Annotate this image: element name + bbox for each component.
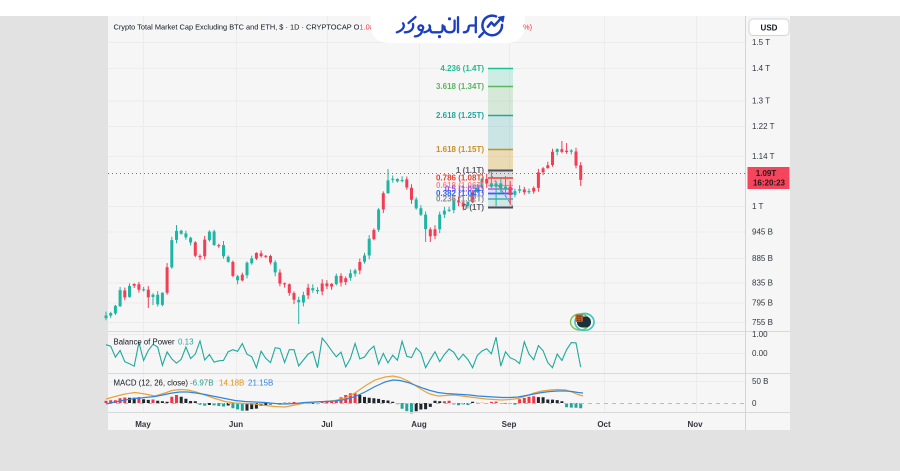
svg-text:885 B: 885 B	[752, 254, 773, 263]
svg-text:1.3 T: 1.3 T	[752, 97, 770, 106]
svg-text:16:20:23: 16:20:23	[753, 179, 786, 188]
svg-text:Aug: Aug	[411, 420, 427, 429]
svg-text:835 B: 835 B	[752, 279, 773, 288]
svg-text:Jun: Jun	[229, 420, 243, 429]
svg-text:Nov: Nov	[687, 420, 703, 429]
svg-text:May: May	[135, 420, 151, 429]
svg-text:%): %)	[523, 23, 532, 32]
svg-text:USD: USD	[761, 24, 778, 33]
svg-text:0.5 (1.05T): 0.5 (1.05T)	[445, 185, 484, 194]
svg-text:1.5 T: 1.5 T	[752, 38, 770, 47]
svg-text:1.00: 1.00	[752, 330, 768, 339]
svg-text:21.15B: 21.15B	[248, 379, 273, 388]
svg-text:2.618 (1.25T): 2.618 (1.25T)	[436, 111, 484, 120]
svg-text:945 B: 945 B	[752, 228, 773, 237]
svg-text:1.09T: 1.09T	[756, 169, 777, 178]
svg-text:755 B: 755 B	[752, 318, 773, 327]
svg-text:Oct: Oct	[597, 420, 611, 429]
svg-text:3.618 (1.34T): 3.618 (1.34T)	[436, 82, 484, 91]
svg-text:1.14 T: 1.14 T	[752, 152, 775, 161]
svg-text:0.382 (1.04T): 0.382 (1.04T)	[436, 189, 484, 198]
svg-text:795 B: 795 B	[752, 299, 773, 308]
svg-text:0.618 (1.06T): 0.618 (1.06T)	[436, 181, 484, 190]
svg-text:0.00: 0.00	[752, 349, 768, 358]
svg-text:0: 0	[752, 399, 757, 408]
svg-text:1.618 (1.15T): 1.618 (1.15T)	[436, 145, 484, 154]
svg-text:Sep: Sep	[502, 420, 517, 429]
svg-text:1 (1.1T): 1 (1.1T)	[456, 166, 484, 175]
svg-text:0.786 (1.08T): 0.786 (1.08T)	[436, 174, 484, 183]
svg-text:1.4 T: 1.4 T	[752, 64, 770, 73]
svg-text:0.13: 0.13	[178, 338, 194, 347]
svg-text:-6.97B: -6.97B	[190, 379, 214, 388]
svg-text:0.236 (1.02T): 0.236 (1.02T)	[436, 195, 484, 204]
svg-text:1 T: 1 T	[752, 202, 764, 211]
svg-text:14.18B: 14.18B	[219, 379, 244, 388]
svg-text:4.236 (1.4T): 4.236 (1.4T)	[440, 64, 484, 73]
svg-text:Balance of Power: Balance of Power	[114, 338, 176, 347]
svg-text:1.22 T: 1.22 T	[752, 122, 775, 131]
svg-text:Jul: Jul	[321, 420, 333, 429]
svg-text:50 B: 50 B	[752, 377, 768, 386]
svg-text:0 (1T): 0 (1T)	[463, 203, 485, 212]
svg-text:MACD (12, 26, close): MACD (12, 26, close)	[114, 379, 189, 388]
